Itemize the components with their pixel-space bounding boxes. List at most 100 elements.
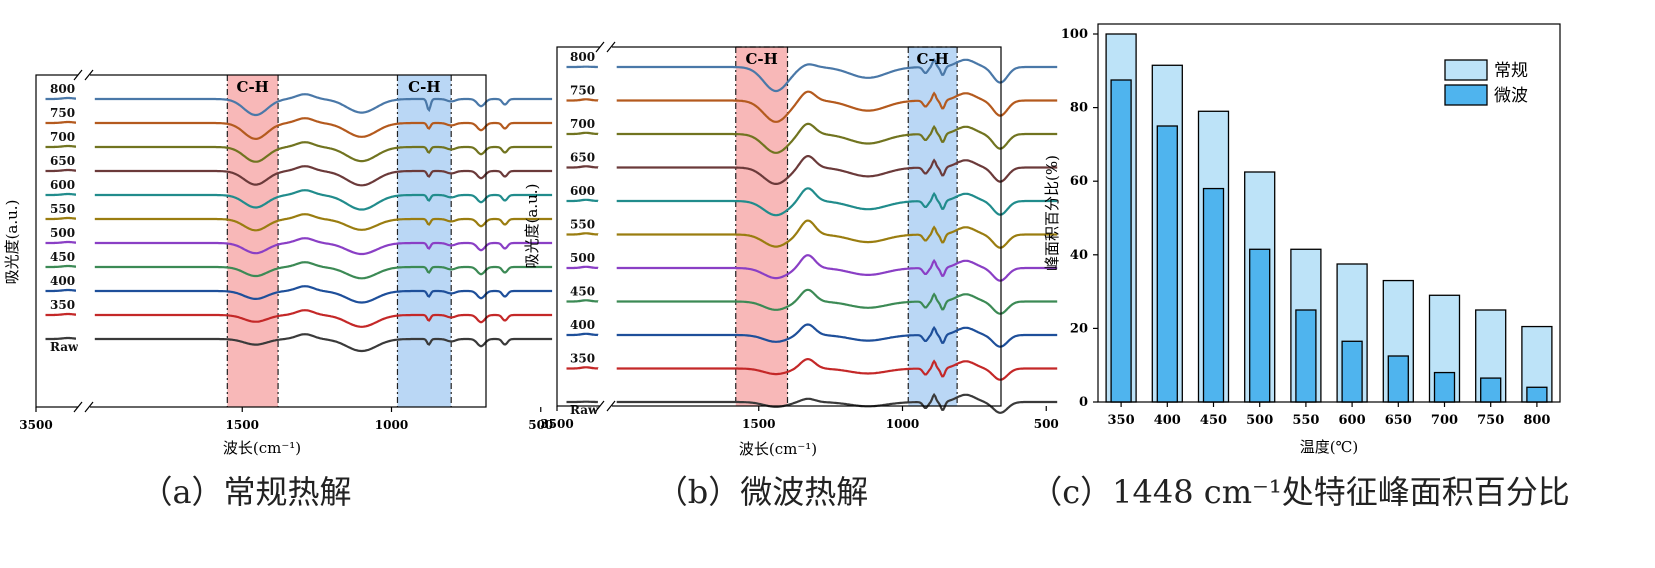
c-bar-微波-650 xyxy=(1387,355,1409,403)
a-series-400 xyxy=(45,285,553,304)
a-series-750 xyxy=(45,117,553,141)
c-bar-微波-750 xyxy=(1480,377,1502,403)
panel-b-plot-frame xyxy=(556,46,1002,407)
panel-a-plot-frame xyxy=(35,74,487,408)
c-legend-swatch-常规 xyxy=(1444,59,1488,81)
c-bar-微波-400 xyxy=(1156,125,1178,403)
b-xtick-label-3500: 3500 xyxy=(540,417,573,431)
b-band-1-label: C-H xyxy=(917,50,949,68)
a-band-0-label: C-H xyxy=(237,78,269,96)
b-series-400 xyxy=(566,323,1058,348)
a-series-label-Raw: Raw xyxy=(50,340,79,354)
panel-c-peak-area-percentage: 0 20 40 60 80 100 350 400 450 500 550 600 650 700 750… xyxy=(1030,23,1570,511)
a-band-1-label: C-H xyxy=(408,78,440,96)
a-series-label-500: 500 xyxy=(50,226,75,240)
b-series-label-500: 500 xyxy=(570,251,595,265)
panel-c-xlabel: 温度(℃) xyxy=(1300,438,1358,456)
panel-c-caption: （c）1448 cm⁻¹处特征峰面积百分比 xyxy=(1030,473,1570,511)
panel-b-caption: （b）微波热解 xyxy=(656,473,869,511)
c-bar-微波-450 xyxy=(1202,187,1225,403)
a-series-label-750: 750 xyxy=(50,106,75,120)
panel-a-xlabel: 波长(cm⁻¹) xyxy=(223,439,301,457)
panel-a-caption: （a）常规热解 xyxy=(140,473,351,511)
c-ytick-label-40: 40 xyxy=(1070,248,1088,263)
c-xtick-label-600: 600 xyxy=(1339,413,1366,428)
c-bar-微波-550 xyxy=(1295,309,1317,403)
panel-c-plot-frame xyxy=(1097,23,1561,403)
panel-b-xlabel: 波长(cm⁻¹) xyxy=(739,440,817,458)
a-series-800 xyxy=(45,93,553,117)
a-xtick-label-500: 500 xyxy=(528,418,553,432)
b-series-label-600: 600 xyxy=(570,184,595,198)
panel-a-conventional-pyrolysis: 800 750 700 650 600 550 500 450 400 350 Raw C-H C-H… xyxy=(3,60,553,511)
c-xtick-label-500: 500 xyxy=(1246,413,1273,428)
a-series-600 xyxy=(45,189,553,211)
c-bar-微波-700 xyxy=(1433,371,1456,403)
a-series-550 xyxy=(45,213,553,232)
c-bar-微波-350 xyxy=(1110,79,1132,403)
c-xtick-label-750: 750 xyxy=(1477,413,1504,428)
a-series-500 xyxy=(45,237,553,256)
b-series-600 xyxy=(566,187,1058,217)
a-series-label-400: 400 xyxy=(50,274,75,288)
panel-b-ylabel: 吸光度(a.u.) xyxy=(523,184,541,269)
b-series-label-800: 800 xyxy=(570,50,595,64)
b-series-350 xyxy=(566,357,1058,381)
b-series-800 xyxy=(566,57,1058,93)
c-xtick-label-400: 400 xyxy=(1154,413,1181,428)
c-legend-label-微波: 微波 xyxy=(1494,86,1528,106)
b-band-1 xyxy=(908,47,958,406)
b-xtick-label-1500: 1500 xyxy=(742,417,775,431)
a-series-label-450: 450 xyxy=(50,250,75,264)
b-series-label-350: 350 xyxy=(570,352,595,366)
a-series-700 xyxy=(45,141,553,163)
a-series-label-700: 700 xyxy=(50,130,75,144)
b-series-label-700: 700 xyxy=(570,117,595,131)
c-ytick-label-80: 80 xyxy=(1070,101,1088,116)
b-series-label-650: 650 xyxy=(570,151,595,165)
b-xtick-label-1000: 1000 xyxy=(886,417,919,431)
c-xtick-label-550: 550 xyxy=(1292,413,1319,428)
a-xtick-label-1000: 1000 xyxy=(375,418,408,432)
c-ytick-label-0: 0 xyxy=(1079,395,1088,410)
b-series-700 xyxy=(566,122,1058,154)
c-bar-微波-500 xyxy=(1249,248,1271,403)
c-ytick-label-60: 60 xyxy=(1070,174,1088,189)
c-xtick-label-700: 700 xyxy=(1431,413,1458,428)
b-band-0 xyxy=(735,47,788,406)
b-series-650 xyxy=(566,155,1058,185)
b-series-label-Raw: Raw xyxy=(570,403,599,417)
a-band-1 xyxy=(397,75,452,407)
a-series-label-550: 550 xyxy=(50,202,75,216)
b-band-0-label: C-H xyxy=(745,50,777,68)
b-series-label-400: 400 xyxy=(570,318,595,332)
a-band-0 xyxy=(227,75,279,407)
panel-a-axis-break xyxy=(73,69,94,413)
c-bar-微波-800 xyxy=(1526,386,1548,403)
c-xtick-label-350: 350 xyxy=(1108,413,1135,428)
a-series-Raw xyxy=(45,333,553,353)
b-series-label-750: 750 xyxy=(570,84,595,98)
a-xtick-label-3500: 3500 xyxy=(19,418,52,432)
panel-b-microwave-pyrolysis: 800 750 700 650 600 550 500 450 400 350 Raw C-H C-H… xyxy=(523,32,1059,511)
b-series-label-450: 450 xyxy=(570,285,595,299)
a-series-label-350: 350 xyxy=(50,298,75,312)
a-xtick-label-1500: 1500 xyxy=(226,418,259,432)
c-xtick-label-800: 800 xyxy=(1523,413,1550,428)
panel-b-axis-break-gap xyxy=(600,32,612,420)
b-series-450 xyxy=(566,288,1058,315)
b-xtick-label-500: 500 xyxy=(1034,417,1059,431)
b-series-Raw xyxy=(566,392,1058,414)
c-ytick-label-20: 20 xyxy=(1070,321,1088,336)
b-series-500 xyxy=(566,254,1058,282)
b-series-550 xyxy=(566,219,1058,249)
panel-a-axis-break-gap xyxy=(78,60,90,420)
c-legend-swatch-微波 xyxy=(1444,84,1488,106)
a-series-label-600: 600 xyxy=(50,178,75,192)
panel-c-ylabel: 峰面积百分比(%) xyxy=(1043,155,1061,271)
a-series-350 xyxy=(45,309,553,328)
panel-b-axis-break xyxy=(595,41,616,412)
b-series-label-550: 550 xyxy=(570,218,595,232)
